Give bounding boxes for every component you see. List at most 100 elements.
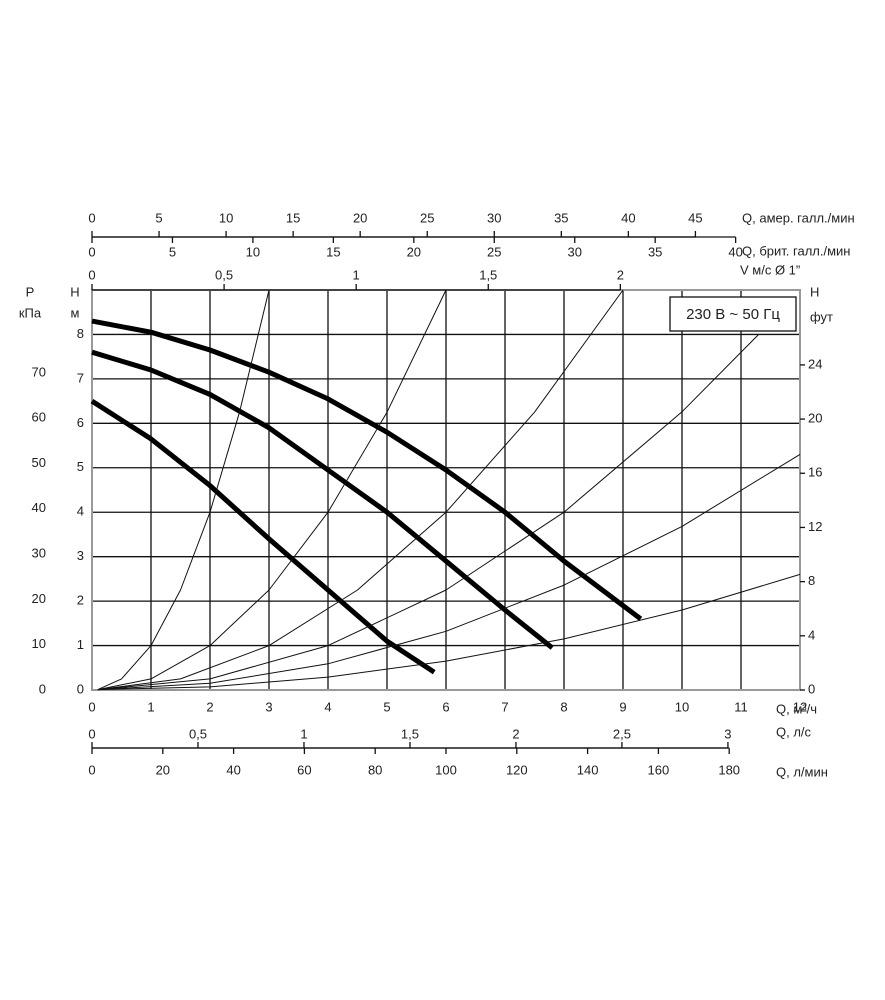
- x-extra-tick-label: 0: [88, 267, 95, 282]
- x-extra-axis-label: Q, амер. галл./мин: [742, 210, 855, 225]
- y-label: H: [70, 284, 79, 299]
- y3-tick-label: 20: [32, 591, 46, 606]
- y3-tick-label: 0: [39, 681, 46, 696]
- x-extra-tick-label: 1,5: [479, 267, 497, 282]
- x-extra-tick-label: 160: [648, 762, 670, 777]
- y3-tick-label: 30: [32, 546, 46, 561]
- curve: [97, 289, 270, 691]
- curve: [97, 289, 624, 691]
- x-tick-label: 8: [560, 699, 567, 714]
- y2-tick-label: 12: [808, 519, 822, 534]
- curve: [91, 349, 554, 650]
- x-extra-tick-label: 120: [506, 762, 528, 777]
- x-extra-tick-label: 40: [226, 762, 240, 777]
- x-extra-axis-label: Q, л/с: [776, 724, 812, 739]
- x-extra-tick-label: 2,5: [613, 726, 631, 741]
- y-tick-label: 5: [77, 459, 84, 474]
- x-tick-label: 0: [88, 699, 95, 714]
- x-extra-tick-label: 0: [88, 726, 95, 741]
- x-extra-tick-label: 40: [728, 244, 742, 259]
- y2-unit: фут: [810, 309, 833, 324]
- x-tick-label: 1: [147, 699, 154, 714]
- x-extra-tick-label: 5: [169, 244, 176, 259]
- x-tick-label: 4: [324, 699, 331, 714]
- x-extra-tick-label: 140: [577, 762, 599, 777]
- x-extra-tick-label: 1,5: [401, 726, 419, 741]
- y-tick-label: 6: [77, 415, 84, 430]
- y3-unit: кПа: [19, 305, 42, 320]
- x-extra-tick-label: 180: [718, 762, 740, 777]
- x-extra-tick-label: 35: [554, 210, 568, 225]
- x-extra-tick-label: 1: [300, 726, 307, 741]
- x-extra-tick-label: 2: [617, 267, 624, 282]
- x-label: Q, м³/ч: [776, 701, 817, 716]
- x-extra-tick-label: 3: [724, 726, 731, 741]
- x-tick-label: 7: [501, 699, 508, 714]
- x-extra-tick-label: 10: [246, 244, 260, 259]
- y-tick-label: 2: [77, 593, 84, 608]
- curve: [97, 453, 801, 691]
- x-extra-tick-label: 25: [420, 210, 434, 225]
- x-extra-tick-label: 20: [407, 244, 421, 259]
- x-extra-tick-label: 80: [368, 762, 382, 777]
- x-extra-tick-label: 45: [688, 210, 702, 225]
- y2-tick-label: 20: [808, 411, 822, 426]
- x-extra-axis-label: Q, л/мин: [776, 764, 828, 779]
- x-tick-label: 6: [442, 699, 449, 714]
- x-extra-tick-label: 60: [297, 762, 311, 777]
- x-extra-tick-label: 2: [512, 726, 519, 741]
- x-extra-tick-label: 0: [88, 762, 95, 777]
- x-extra-tick-label: 35: [648, 244, 662, 259]
- curve: [91, 318, 643, 621]
- x-extra-tick-label: 30: [487, 210, 501, 225]
- y-tick-label: 7: [77, 370, 84, 385]
- y3-tick-label: 60: [32, 410, 46, 425]
- y-tick-label: 3: [77, 548, 84, 563]
- x-extra-tick-label: 0,5: [189, 726, 207, 741]
- y3-tick-label: 50: [32, 455, 46, 470]
- x-extra-tick-label: 15: [286, 210, 300, 225]
- x-tick-label: 3: [265, 699, 272, 714]
- x-extra-tick-label: 10: [219, 210, 233, 225]
- x-extra-tick-label: 20: [353, 210, 367, 225]
- x-tick-label: 11: [734, 699, 748, 714]
- x-extra-tick-label: 0: [88, 244, 95, 259]
- y2-label: H: [810, 284, 819, 299]
- y2-tick-label: 16: [808, 465, 822, 480]
- y2-tick-label: 0: [808, 681, 815, 696]
- y2-tick-label: 24: [808, 356, 822, 371]
- y-tick-label: 4: [77, 504, 84, 519]
- curve: [97, 573, 801, 691]
- x-extra-tick-label: 15: [326, 244, 340, 259]
- y3-label: P: [26, 284, 35, 299]
- y2-tick-label: 4: [808, 627, 815, 642]
- legend-box: [669, 296, 797, 332]
- y3-tick-label: 10: [32, 636, 46, 651]
- legend-text: 230 В ~ 50 Гц: [686, 306, 780, 323]
- y3-tick-label: 70: [32, 364, 46, 379]
- x-extra-tick-label: 40: [621, 210, 635, 225]
- x-extra-tick-label: 100: [435, 762, 457, 777]
- x-extra-tick-label: 30: [567, 244, 581, 259]
- x-extra-tick-label: 0,5: [215, 267, 233, 282]
- x-tick-label: 12: [793, 699, 807, 714]
- y-tick-label: 8: [77, 326, 84, 341]
- y-tick-label: 1: [77, 637, 84, 652]
- curve: [97, 334, 760, 691]
- x-tick-label: 5: [383, 699, 390, 714]
- x-extra-tick-label: 0: [88, 210, 95, 225]
- x-extra-axis-label: Q, брит. галл./мин: [742, 243, 850, 258]
- x-extra-tick-label: 25: [487, 244, 501, 259]
- x-extra-tick-label: 20: [156, 762, 170, 777]
- x-tick-label: 2: [206, 699, 213, 714]
- x-tick-label: 10: [675, 699, 689, 714]
- y3-tick-label: 40: [32, 500, 46, 515]
- y-unit: м: [71, 305, 80, 320]
- x-extra-tick-label: 1: [353, 267, 360, 282]
- y2-tick-label: 8: [808, 573, 815, 588]
- y-tick-label: 0: [77, 681, 84, 696]
- curve: [90, 398, 436, 675]
- x-extra-tick-label: 5: [155, 210, 162, 225]
- x-extra-axis-label: V м/с Ø 1”: [740, 262, 800, 277]
